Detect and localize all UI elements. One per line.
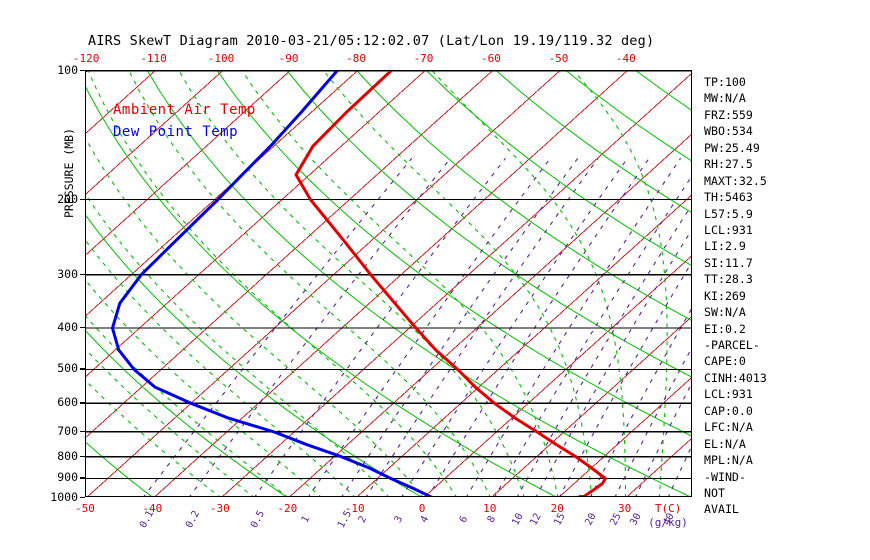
top-temp-tick--110: -110 [140, 52, 167, 65]
pressure-tick-500: 500 [57, 361, 78, 376]
stat-line-9: LCL:931 [704, 222, 753, 237]
bottom-temp-tick-30: 30 [618, 502, 632, 515]
top-temp-tick--40: -40 [615, 52, 636, 65]
bottom-temp-tick-20: 20 [550, 502, 564, 515]
mixing-ratio-tick-20: 20 [583, 511, 599, 528]
stat-line-25: NOT [704, 485, 725, 500]
top-temp-tick--100: -100 [207, 52, 235, 65]
stat-line-2: FRZ:559 [704, 107, 753, 122]
pressure-tick-mark [80, 430, 85, 433]
pressure-tick-mark [80, 477, 85, 479]
stat-line-21: LFC:N/A [704, 420, 753, 435]
stat-line-22: EL:N/A [704, 436, 746, 451]
stat-line-17: CAPE:0 [704, 354, 746, 369]
mixing-ratio-tick-12: 12 [528, 511, 545, 528]
bottom-temp-tick--20: -20 [277, 502, 298, 515]
mixing-ratio-tick-1.5: 1.5 [335, 508, 355, 531]
stat-line-18: CINH:4013 [704, 370, 767, 385]
top-temp-tick--70: -70 [413, 52, 434, 65]
stat-line-16: -PARCEL- [704, 338, 760, 352]
stat-line-10: LI:2.9 [704, 239, 746, 254]
bottom-temp-tick--10: -10 [344, 502, 365, 515]
legend-dew-point-temp: Dew Point Temp [113, 124, 239, 140]
stat-line-12: TT:28.3 [704, 272, 753, 287]
mixing-ratio-tick-1: 1 [299, 514, 312, 525]
stat-line-1: MW:N/A [704, 91, 746, 106]
mixing-ratio-tick-4: 4 [419, 514, 432, 525]
stat-line-24: -WIND- [704, 469, 746, 484]
stat-line-13: KI:269 [704, 288, 746, 303]
pressure-tick-300: 300 [57, 266, 78, 281]
bottom-temp-tick-0: 0 [418, 502, 426, 515]
pressure-tick-700: 700 [57, 423, 78, 438]
mixing-ratio-tick-0.2: 0.2 [183, 508, 202, 531]
stat-line-19: LCL:931 [704, 387, 753, 402]
stat-line-7: TH:5463 [704, 190, 753, 205]
pressure-tick-100: 100 [57, 63, 78, 77]
pressure-tick-mark [80, 198, 85, 200]
skewt-plot-area [85, 70, 692, 497]
pressure-tick-mark [80, 273, 85, 276]
mixing-ratio-tick-0.5: 0.5 [248, 508, 268, 531]
mixing-ratio-tick-3: 3 [392, 514, 406, 525]
stat-line-23: MPL:N/A [704, 453, 753, 468]
pressure-tick-mark [80, 368, 85, 370]
bottom-temp-tick--50: -50 [75, 502, 95, 515]
pressure-tick-900: 900 [57, 470, 78, 485]
legend-ambient-air-temp: Ambient Air Temp [113, 102, 256, 118]
mixing-ratio-tick-6: 6 [457, 514, 471, 525]
top-temp-tick--120: -120 [72, 52, 100, 65]
pressure-tick-mark [80, 70, 85, 72]
skewt-plot-svg [86, 71, 691, 496]
pressure-tick-600: 600 [57, 395, 78, 410]
mixing-ratio-tick-8: 8 [485, 514, 499, 525]
stat-line-11: SI:11.7 [704, 255, 753, 270]
mixing-ratio-tick-0.1: 0.1 [137, 508, 156, 531]
pressure-tick-mark [80, 455, 85, 457]
stat-line-14: SW:N/A [704, 305, 746, 320]
stat-line-26: AVAIL [704, 502, 739, 517]
stat-line-20: CAP:0.0 [704, 403, 753, 418]
top-temp-tick--90: -90 [278, 52, 299, 65]
pressure-tick-200: 200 [57, 191, 78, 206]
pressure-tick-800: 800 [57, 448, 78, 463]
mixing-ratio-tick-2: 2 [357, 514, 370, 525]
top-temp-tick--80: -80 [346, 52, 366, 65]
pressure-tick-mark [80, 402, 85, 404]
top-temp-tick--50: -50 [548, 52, 569, 65]
page-title: AIRS SkewT Diagram 2010-03-21/05:12:02.0… [88, 33, 655, 49]
stat-line-0: TP:100 [704, 75, 746, 89]
pressure-tick-mark [80, 327, 85, 329]
bottom-temp-tick--30: -30 [209, 502, 230, 515]
stat-line-15: EI:0.2 [704, 321, 746, 336]
pressure-tick-1000: 1000 [50, 490, 78, 504]
pressure-tick-mark [80, 497, 85, 499]
bottom-temp-tick-10: 10 [483, 502, 497, 515]
mixing-ratio-axis-label: (g/kg) [648, 516, 688, 529]
bottom-temp-tick--40: -40 [142, 502, 163, 515]
stat-line-5: RH:27.5 [704, 157, 753, 172]
stat-line-3: WBO:534 [704, 124, 753, 139]
stat-line-6: MAXT:32.5 [704, 173, 767, 188]
top-temp-tick--60: -60 [481, 52, 501, 65]
statistics-panel: TP:100 MW:N/A FRZ:559 WBO:534 PW:25.49 RH:27.… [704, 74, 854, 518]
stat-line-8: L57:5.9 [704, 206, 753, 221]
bottom-temp-axis-label: T(C) [654, 502, 682, 515]
mixing-ratio-tick-10: 10 [509, 511, 526, 528]
stat-line-4: PW:25.49 [704, 140, 760, 155]
pressure-tick-400: 400 [57, 320, 78, 335]
